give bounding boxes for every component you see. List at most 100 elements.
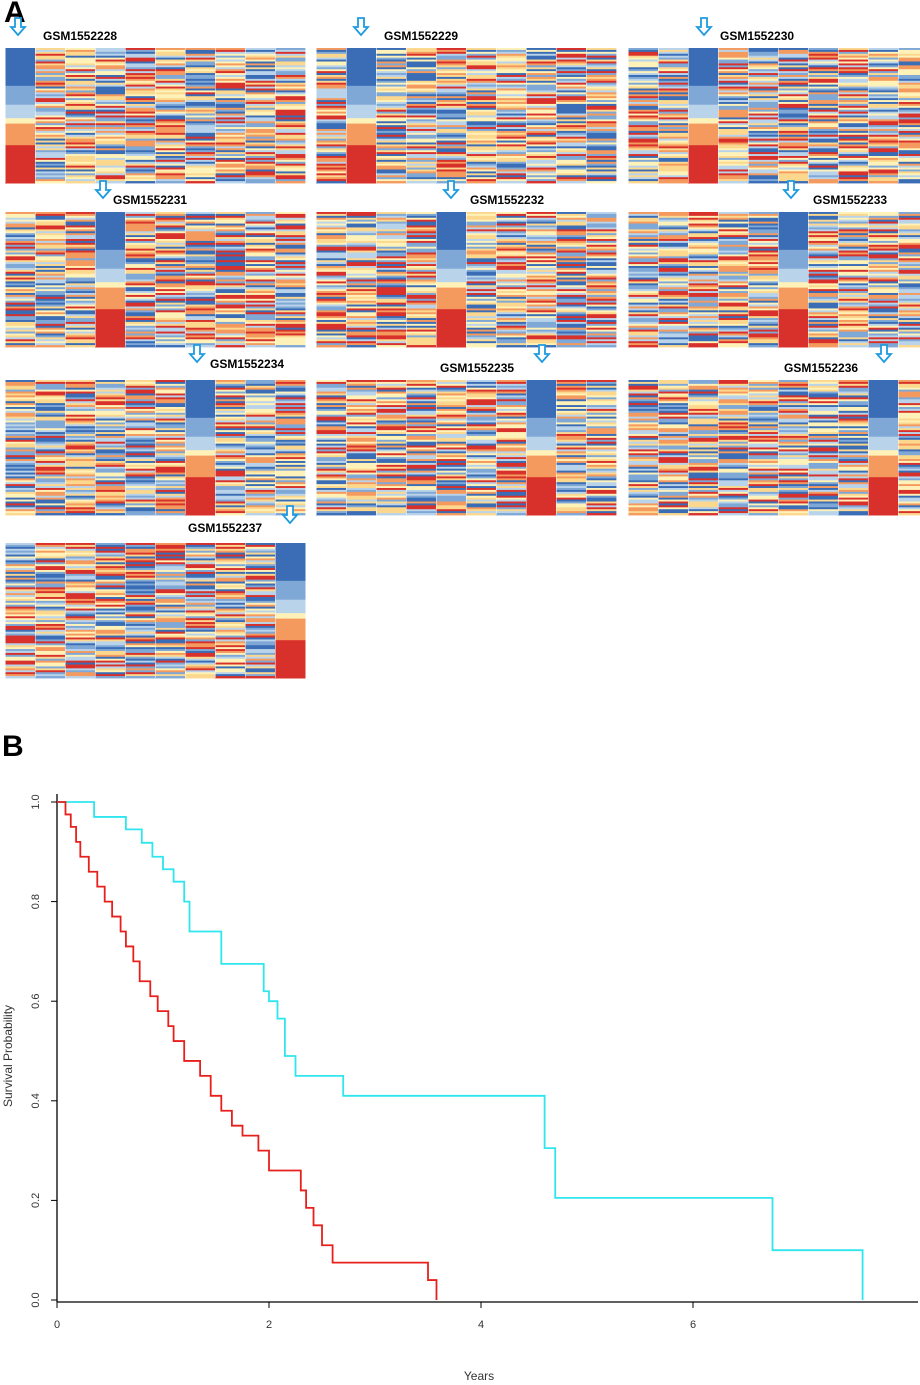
heatmap-cell xyxy=(586,161,617,165)
heatmap-cell xyxy=(718,264,749,267)
heatmap-cell xyxy=(125,152,156,155)
heatmap-cell xyxy=(316,482,347,485)
heatmap-cell xyxy=(586,250,617,253)
heatmap-cell xyxy=(215,489,246,493)
heatmap-cell xyxy=(65,163,96,167)
heatmap-cell xyxy=(778,138,809,141)
heatmap-cell xyxy=(748,134,779,138)
heatmap-cell xyxy=(466,345,497,348)
heatmap-cell xyxy=(586,223,617,226)
heatmap-cell xyxy=(628,300,659,304)
heatmap-cell xyxy=(185,296,216,300)
heatmap-cell xyxy=(245,181,276,184)
heatmap-cell xyxy=(658,152,689,155)
heatmap-cell xyxy=(95,179,126,182)
heatmap-cell xyxy=(125,447,156,450)
heatmap-cell xyxy=(586,150,617,153)
heatmap-cell xyxy=(346,434,377,437)
heatmap-cell xyxy=(586,329,617,332)
heatmap-cell xyxy=(5,407,36,410)
heatmap-cell xyxy=(5,327,36,331)
heatmap-cell xyxy=(35,100,66,103)
heatmap-cell xyxy=(95,405,126,408)
heatmap-cell xyxy=(275,277,306,280)
heatmap-cell xyxy=(688,242,719,246)
heatmap-cell xyxy=(688,231,719,234)
heatmap-cell xyxy=(35,497,66,500)
heatmap-cell xyxy=(496,156,527,159)
heatmap-cell xyxy=(586,323,617,327)
heatmap-cell xyxy=(346,217,377,221)
heatmap-cell xyxy=(748,240,779,244)
heatmap-cell xyxy=(466,231,497,234)
heatmap-cell xyxy=(526,212,557,215)
heatmap-cell xyxy=(215,113,246,116)
heatmap-cell xyxy=(95,86,126,89)
heatmap-cell xyxy=(838,129,869,132)
heatmap-cell xyxy=(155,289,186,292)
heatmap-cell xyxy=(718,84,749,87)
heatmap-cell xyxy=(748,73,779,76)
heatmap-cell xyxy=(376,323,407,327)
heatmap-cell xyxy=(125,63,156,66)
heatmap-cell xyxy=(718,306,749,309)
heatmap-cell xyxy=(376,285,407,288)
heatmap-cell xyxy=(125,55,156,59)
heatmap-cell xyxy=(406,401,437,404)
heatmap-cell xyxy=(808,94,839,97)
heatmap-cell xyxy=(898,246,920,250)
heatmap-cell xyxy=(718,181,749,184)
heatmap-cell xyxy=(496,271,527,275)
heatmap-cell xyxy=(436,511,467,514)
heatmap-cell xyxy=(628,306,659,309)
heatmap-cell xyxy=(718,277,749,280)
heatmap-cell xyxy=(125,306,156,309)
heatmap-cell xyxy=(245,113,276,116)
heatmap-cell xyxy=(346,242,377,246)
heatmap-cell xyxy=(466,325,497,329)
heatmap-cell xyxy=(35,325,66,329)
heatmap-cell xyxy=(346,323,377,327)
heatmap-cell xyxy=(718,327,749,331)
heatmap-cell xyxy=(5,225,36,228)
heatmap-cell xyxy=(215,117,246,120)
heatmap-cell xyxy=(436,432,467,435)
heatmap-cell xyxy=(586,291,617,294)
heatmap-cell xyxy=(35,298,66,302)
heatmap-cell xyxy=(155,165,186,168)
heatmap-cell xyxy=(688,341,719,344)
heatmap-cell xyxy=(376,231,407,234)
heatmap-cell xyxy=(628,244,659,248)
heatmap-cell xyxy=(838,314,869,317)
heatmap-cell xyxy=(898,69,920,72)
heatmap-cell xyxy=(748,103,779,107)
heatmap-cell xyxy=(215,61,246,64)
heatmap-cell xyxy=(808,250,839,253)
heatmap-cell xyxy=(406,150,437,153)
heatmap-cell xyxy=(406,408,437,412)
heatmap-cell xyxy=(376,86,407,89)
heatmap-cell xyxy=(35,125,66,128)
heatmap-cell xyxy=(155,393,186,396)
heatmap-cell xyxy=(95,136,126,140)
heatmap-cell xyxy=(376,343,407,346)
heatmap-cell xyxy=(5,266,36,269)
heatmap-cell xyxy=(466,294,497,298)
heatmap-cell xyxy=(436,103,467,107)
heatmap-cell xyxy=(155,281,186,284)
heatmap-cell xyxy=(185,71,216,74)
heatmap-cell xyxy=(316,298,347,302)
heatmap-cell xyxy=(376,393,407,396)
heatmap-cell xyxy=(185,294,216,298)
heatmap-cell xyxy=(215,499,246,502)
heatmap-cell xyxy=(808,337,839,340)
heatmap-cell xyxy=(748,130,779,134)
heatmap-cell xyxy=(556,105,587,109)
heatmap-cell xyxy=(275,387,306,391)
heatmap-cell xyxy=(316,294,347,298)
heatmap-cell xyxy=(215,215,246,219)
heatmap-cell xyxy=(5,275,36,278)
heatmap-cell xyxy=(125,426,156,429)
heatmap-cell xyxy=(658,264,689,267)
heatmap-cell xyxy=(556,240,587,244)
